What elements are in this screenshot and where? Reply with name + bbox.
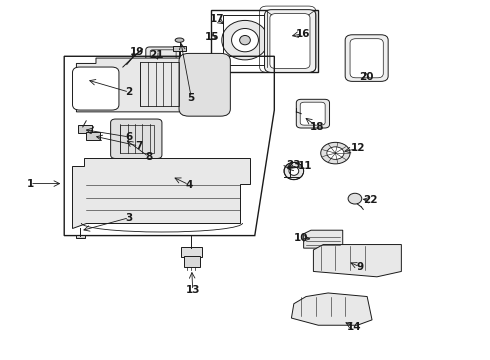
Polygon shape: [314, 244, 401, 277]
Text: 7: 7: [135, 141, 142, 151]
FancyBboxPatch shape: [179, 53, 230, 116]
Text: 3: 3: [125, 213, 133, 222]
Polygon shape: [292, 293, 372, 325]
FancyBboxPatch shape: [350, 39, 383, 78]
Polygon shape: [304, 230, 343, 248]
Text: 5: 5: [188, 93, 195, 103]
Text: 4: 4: [185, 180, 193, 190]
Polygon shape: [72, 158, 250, 228]
Text: 17: 17: [210, 14, 224, 24]
FancyBboxPatch shape: [111, 119, 162, 158]
Text: 13: 13: [186, 285, 200, 296]
Ellipse shape: [222, 21, 268, 60]
Text: 8: 8: [145, 152, 152, 162]
Text: 22: 22: [363, 195, 378, 206]
Ellipse shape: [117, 66, 125, 73]
Ellipse shape: [321, 142, 350, 164]
Ellipse shape: [240, 36, 250, 45]
Text: 12: 12: [351, 143, 366, 153]
Bar: [76, 234, 85, 238]
Bar: [172, 45, 186, 51]
FancyBboxPatch shape: [296, 99, 330, 128]
Text: 2: 2: [125, 87, 133, 97]
Ellipse shape: [289, 167, 299, 175]
Ellipse shape: [122, 64, 128, 70]
Text: 10: 10: [294, 233, 308, 243]
FancyBboxPatch shape: [270, 14, 310, 68]
Text: 1: 1: [26, 179, 34, 189]
Text: 11: 11: [297, 161, 312, 171]
Polygon shape: [76, 58, 223, 112]
Text: 15: 15: [204, 32, 219, 42]
Text: 23: 23: [286, 159, 300, 170]
Bar: [78, 126, 92, 134]
Bar: [211, 10, 318, 72]
FancyBboxPatch shape: [265, 10, 316, 72]
Bar: [223, 15, 267, 65]
FancyBboxPatch shape: [300, 102, 325, 125]
Bar: [86, 132, 100, 140]
FancyBboxPatch shape: [345, 35, 388, 81]
Ellipse shape: [284, 162, 304, 180]
Text: 16: 16: [295, 29, 310, 39]
Text: 18: 18: [310, 122, 324, 132]
Text: 6: 6: [125, 132, 133, 142]
Bar: [184, 256, 199, 267]
Text: 14: 14: [346, 322, 361, 332]
Ellipse shape: [348, 193, 362, 204]
Text: 9: 9: [356, 262, 364, 272]
Text: 19: 19: [129, 46, 144, 57]
FancyBboxPatch shape: [146, 47, 180, 66]
Text: 20: 20: [359, 72, 373, 82]
Bar: [121, 125, 154, 153]
Ellipse shape: [232, 28, 258, 52]
Text: 21: 21: [149, 50, 163, 60]
Bar: [181, 247, 202, 257]
FancyBboxPatch shape: [73, 67, 119, 110]
Bar: [140, 62, 185, 107]
Ellipse shape: [327, 147, 344, 159]
Ellipse shape: [175, 38, 184, 42]
